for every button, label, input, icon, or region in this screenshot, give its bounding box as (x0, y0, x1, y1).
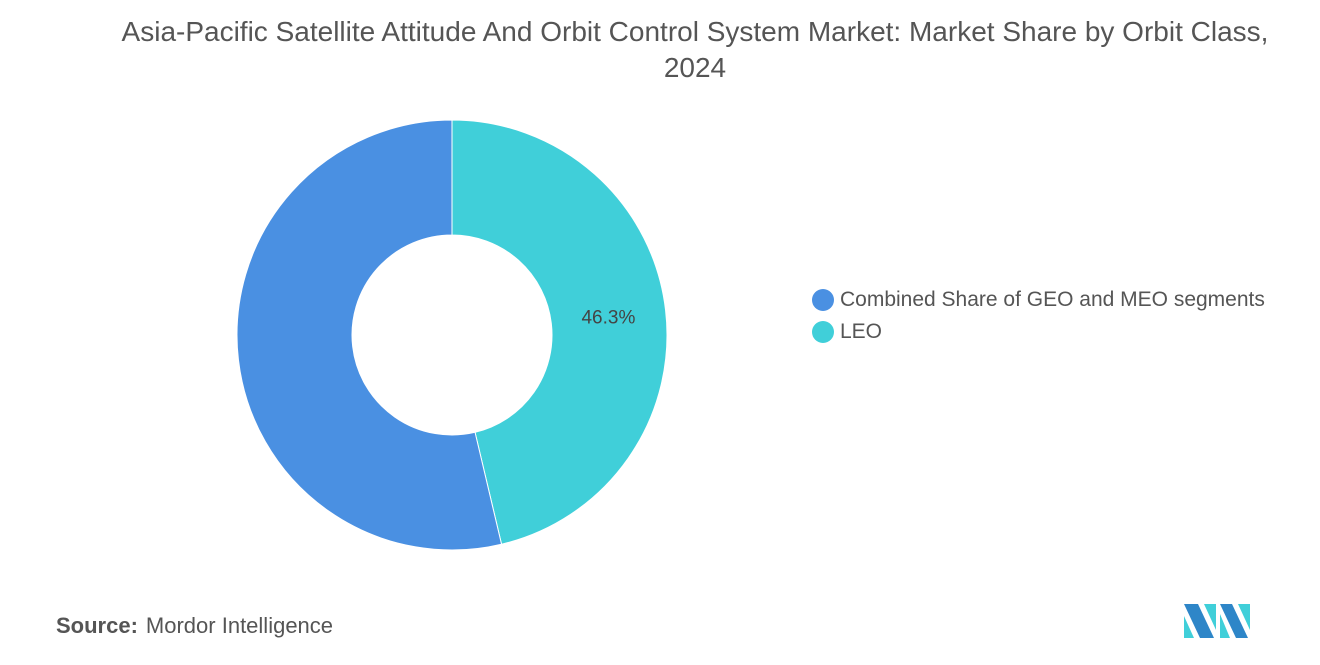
slice-leo[interactable] (451, 119, 668, 545)
legend: Combined Share of GEO and MEO segments L… (812, 284, 1265, 348)
legend-label: LEO (840, 320, 883, 343)
legend-item-leo[interactable]: LEO (812, 316, 1265, 348)
source-label: Source: (56, 613, 138, 638)
legend-swatch-leo (812, 321, 834, 343)
mordor-intelligence-logo (1184, 604, 1250, 638)
legend-swatch-geo-meo (812, 289, 834, 311)
data-label: 46.3% (581, 308, 635, 329)
legend-label: Combined Share of GEO and MEO segments (840, 288, 1265, 311)
source-note: Source: Mordor Intelligence (56, 613, 333, 639)
chart-title: Asia-Pacific Satellite Attitude And Orbi… (121, 16, 1269, 83)
slice-combined-share-of-geo-and-meo-segments[interactable] (236, 119, 503, 551)
legend-item-geo-meo[interactable]: Combined Share of GEO and MEO segments (812, 284, 1265, 316)
source-value: Mordor Intelligence (145, 613, 334, 638)
